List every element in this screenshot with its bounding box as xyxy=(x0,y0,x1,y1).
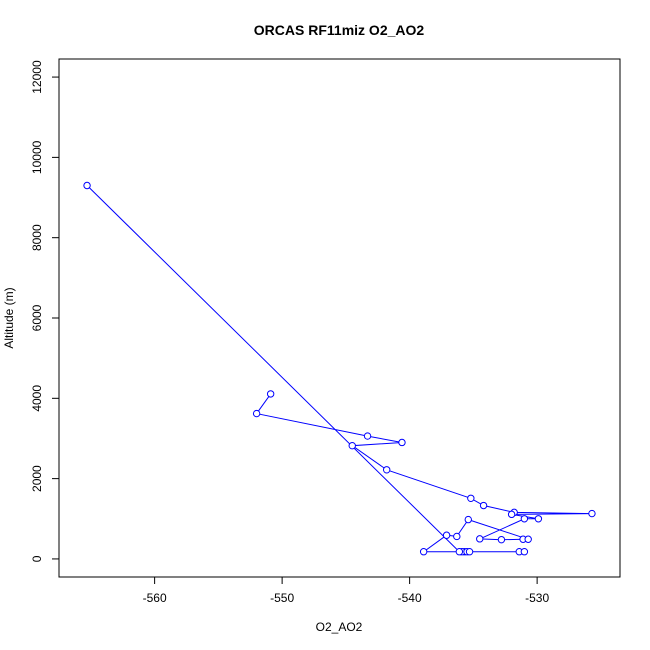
x-tick-label: -540 xyxy=(398,591,422,605)
x-axis-label: O2_AO2 xyxy=(316,620,363,634)
y-tick-label: 6000 xyxy=(30,304,44,331)
data-point xyxy=(467,494,475,502)
data-point xyxy=(363,432,372,440)
data-point xyxy=(419,548,428,556)
data-point xyxy=(524,535,532,543)
data-point xyxy=(442,531,451,539)
x-tick-label: -530 xyxy=(525,591,549,605)
data-point xyxy=(464,515,472,524)
y-tick-label: 2000 xyxy=(30,465,44,492)
data-point xyxy=(507,510,516,519)
y-axis: 0 2000 4000 6000 8000 10000 12000 xyxy=(30,60,60,562)
data-point xyxy=(266,390,275,398)
x-tick-label: -550 xyxy=(270,591,294,605)
data-point xyxy=(252,409,261,418)
y-tick-label: 8000 xyxy=(30,224,44,251)
data-point xyxy=(453,532,461,541)
data-point xyxy=(520,548,529,556)
data-point xyxy=(455,548,464,556)
data-point xyxy=(520,515,529,523)
data-point xyxy=(476,535,484,543)
series-line xyxy=(86,185,592,553)
data-point xyxy=(348,441,356,450)
y-axis-label: Altitude (m) xyxy=(2,287,16,348)
x-tick-label: -560 xyxy=(143,591,167,605)
y-tick-label: 0 xyxy=(30,555,44,562)
y-tick-label: 10000 xyxy=(30,140,44,174)
data-point xyxy=(398,438,406,447)
data-point xyxy=(497,535,506,544)
y-tick-label: 12000 xyxy=(30,60,44,94)
data-point xyxy=(479,501,488,510)
series-layer xyxy=(83,181,596,556)
data-point xyxy=(382,466,391,474)
data-point xyxy=(465,548,474,556)
chart-title: ORCAS RF11miz O2_AO2 xyxy=(254,22,425,38)
data-point xyxy=(534,515,543,523)
plot-frame xyxy=(58,58,621,578)
data-point xyxy=(83,181,91,190)
y-tick-label: 4000 xyxy=(30,385,44,412)
x-axis: -560 -550 -540 -530 xyxy=(143,576,549,605)
data-point xyxy=(588,509,596,518)
